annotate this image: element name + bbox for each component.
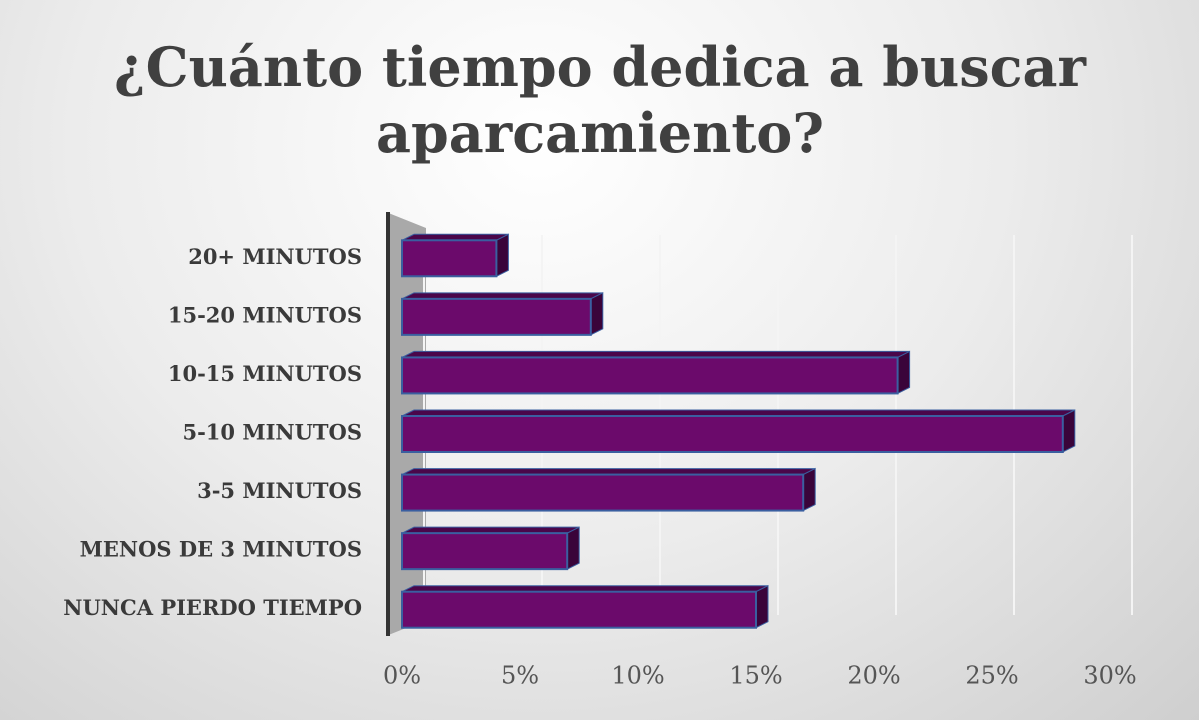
bar	[401, 415, 1064, 453]
x-tick-label: 0%	[383, 662, 421, 690]
chart-title: ¿Cuánto tiempo dedica a buscar aparcamie…	[114, 35, 1086, 165]
y-tick-label: NUNCA PIERDO TIEMPO	[63, 595, 362, 620]
y-tick-label: 15-20 MINUTOS	[168, 302, 362, 327]
bar-side	[897, 350, 911, 395]
bar-side	[802, 467, 816, 512]
x-tick-label: 5%	[501, 662, 539, 690]
x-tick-label: 15%	[729, 662, 782, 690]
x-tick-label: 25%	[965, 662, 1018, 690]
bar-side	[566, 526, 580, 570]
bar-side	[1062, 409, 1076, 453]
bar	[401, 239, 498, 278]
y-tick-label: 5-10 MINUTOS	[182, 420, 362, 445]
y-tick-label: 20+ MINUTOS	[188, 244, 362, 269]
bar	[401, 532, 569, 571]
bar-side	[495, 233, 509, 278]
x-tick-label: 30%	[1083, 662, 1136, 690]
bar	[401, 473, 805, 512]
y-tick-label: 10-15 MINUTOS	[168, 361, 362, 386]
bar	[401, 356, 899, 395]
x-tick-label: 20%	[847, 662, 900, 690]
x-tick-label: 10%	[611, 662, 664, 690]
bar-side	[755, 584, 769, 629]
bar-side	[590, 292, 604, 336]
y-tick-label: 3-5 MINUTOS	[197, 478, 362, 503]
y-tick-label: MENOS DE 3 MINUTOS	[80, 537, 362, 562]
bar	[401, 590, 757, 629]
bar	[401, 297, 592, 336]
